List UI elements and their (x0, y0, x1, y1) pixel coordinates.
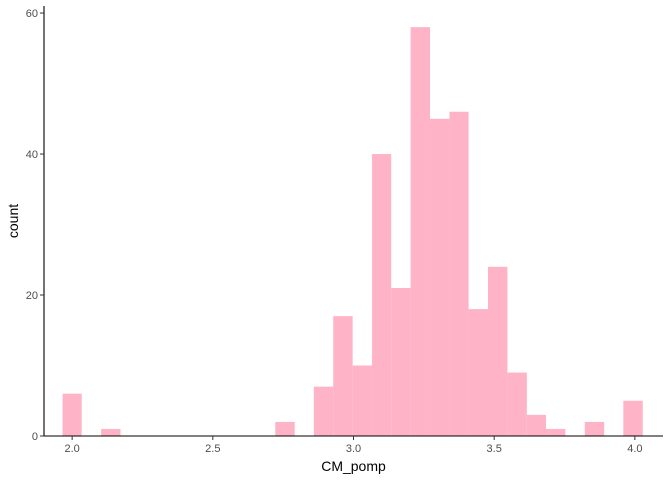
y-tick-label: 0 (32, 431, 38, 443)
y-tick-label: 20 (26, 290, 38, 302)
y-tick-label: 60 (26, 8, 38, 20)
y-tick-label: 40 (26, 149, 38, 161)
histogram-bar-2 (275, 421, 295, 436)
histogram-bar-15 (545, 428, 566, 436)
x-tick-label: 3.5 (487, 443, 502, 455)
histogram-bar-13 (507, 372, 527, 436)
histogram-bar-4 (333, 316, 353, 436)
histogram-bar-1 (101, 428, 121, 436)
histogram-bar-10 (449, 111, 469, 437)
histogram-bar-17 (623, 400, 643, 436)
x-tick-label: 4.0 (627, 443, 642, 455)
x-tick-label: 2.0 (64, 443, 79, 455)
x-tick-label: 3.0 (346, 443, 361, 455)
histogram-bar-3 (313, 386, 334, 436)
x-axis-ticks: 2.0 2.5 3.0 3.5 4.0 (64, 436, 643, 455)
histogram-bar-11 (468, 309, 488, 436)
histogram-bar-6 (372, 154, 392, 436)
histogram-bar-16 (584, 421, 605, 436)
y-axis-ticks: 0 20 40 60 (26, 8, 44, 443)
y-axis-title: count (5, 204, 21, 238)
histogram-bars (62, 27, 643, 437)
x-axis-title: CM_pomp (321, 458, 386, 474)
histogram-bar-14 (526, 414, 546, 436)
histogram-bar-0 (62, 393, 82, 436)
histogram-bar-12 (487, 266, 508, 436)
x-tick-label: 2.5 (205, 443, 220, 455)
histogram-bar-5 (352, 365, 373, 436)
histogram-bar-8 (410, 27, 431, 437)
histogram-bar-9 (430, 118, 450, 436)
histogram-bar-7 (391, 287, 411, 436)
